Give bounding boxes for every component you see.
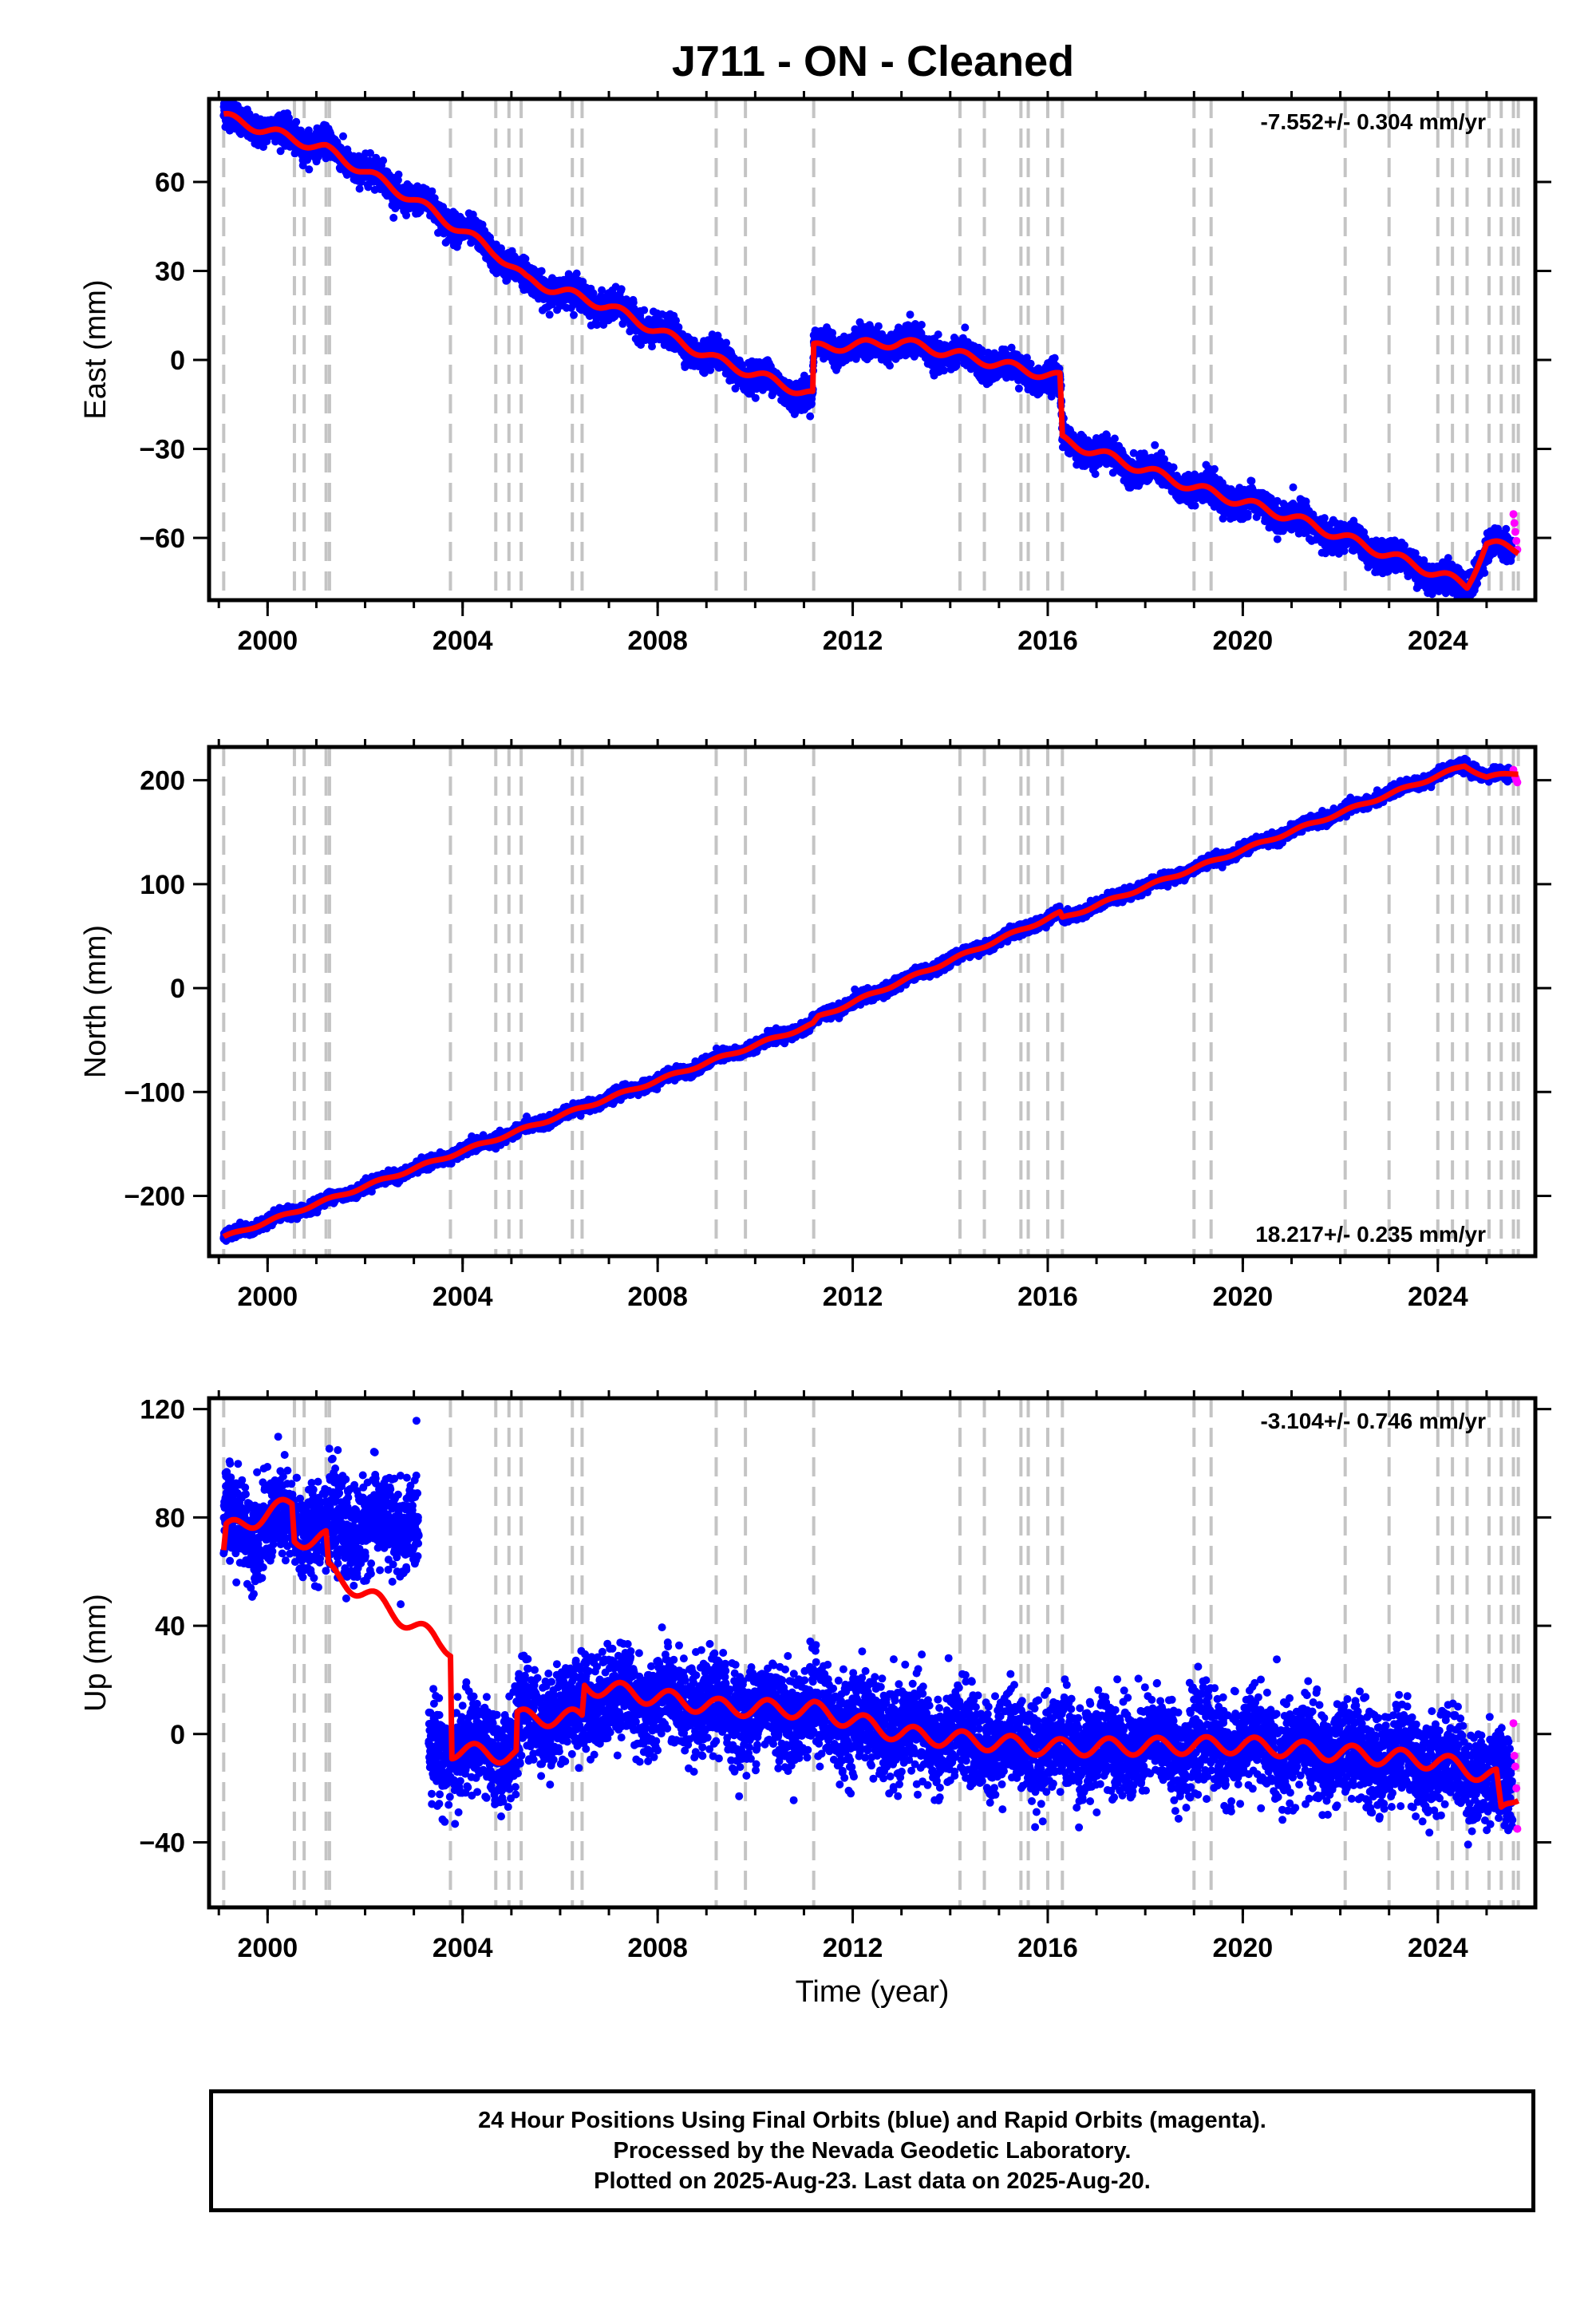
figure-title: J711 - ON - Cleaned	[672, 38, 1074, 85]
data-point	[917, 321, 926, 329]
data-point	[285, 113, 293, 122]
data-point	[545, 310, 554, 319]
data-point	[874, 322, 883, 330]
data-point	[640, 306, 649, 314]
data-point	[648, 342, 656, 351]
panel-east: 2000 2004 2008 2012 2016 2020 2024−60−3003060E…	[79, 91, 1551, 656]
data-point	[537, 267, 546, 275]
data-point	[428, 187, 437, 196]
data-point	[276, 147, 285, 156]
data-point	[940, 366, 948, 375]
data-point	[402, 211, 411, 219]
data-point	[355, 184, 364, 193]
data-point	[806, 412, 815, 421]
data-point	[674, 323, 683, 331]
data-point	[751, 393, 760, 402]
data-point	[478, 220, 487, 229]
data-point	[617, 285, 626, 294]
data-point	[934, 330, 942, 339]
data-point	[364, 183, 373, 192]
data-point	[339, 132, 347, 140]
plot-area	[219, 99, 1522, 600]
data-point	[570, 310, 578, 319]
data-point	[305, 165, 314, 174]
data-point	[292, 117, 301, 126]
data-point	[298, 161, 307, 170]
data-point	[886, 362, 894, 370]
data-point	[722, 338, 731, 347]
data-point	[906, 310, 915, 319]
data-point	[379, 156, 388, 165]
data-point	[394, 170, 403, 179]
data-point	[1014, 384, 1023, 393]
data-point	[393, 176, 402, 184]
data-point	[961, 323, 970, 332]
data-point	[366, 148, 374, 157]
data-point	[389, 213, 398, 222]
data-point	[304, 126, 313, 135]
